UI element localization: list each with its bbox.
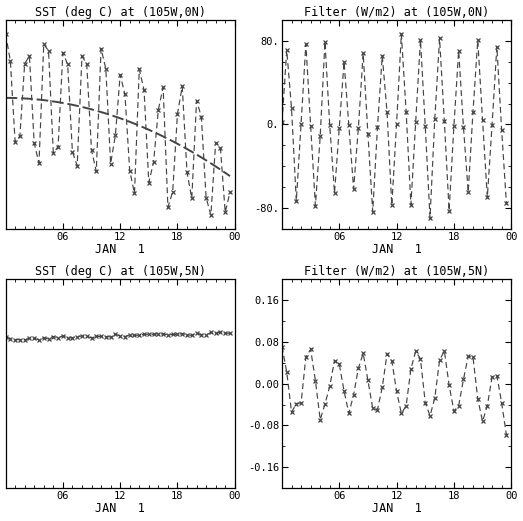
Title: SST (deg C) at (105W,5N): SST (deg C) at (105W,5N) bbox=[35, 265, 206, 278]
X-axis label: JAN   1: JAN 1 bbox=[95, 243, 145, 256]
X-axis label: JAN   1: JAN 1 bbox=[95, 502, 145, 515]
Title: Filter (W/m2) at (105W,0N): Filter (W/m2) at (105W,0N) bbox=[304, 6, 489, 19]
X-axis label: JAN   1: JAN 1 bbox=[372, 243, 422, 256]
Title: Filter (W/m2) at (105W,5N): Filter (W/m2) at (105W,5N) bbox=[304, 265, 489, 278]
Title: SST (deg C) at (105W,0N): SST (deg C) at (105W,0N) bbox=[35, 6, 206, 19]
X-axis label: JAN   1: JAN 1 bbox=[372, 502, 422, 515]
